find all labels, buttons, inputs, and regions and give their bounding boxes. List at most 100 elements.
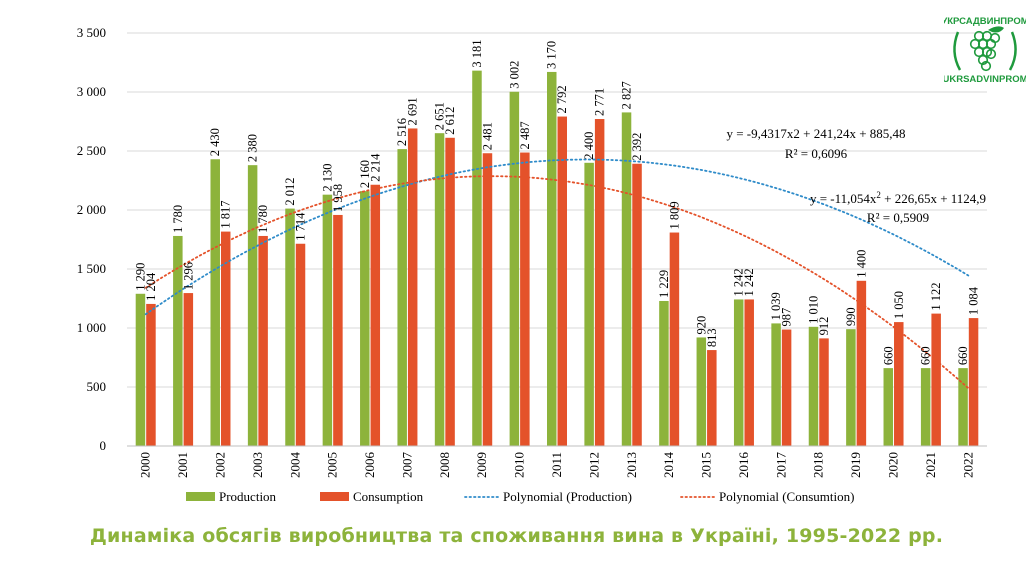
consumption-data-label: 2 792 [555, 85, 569, 113]
production-bar [173, 235, 183, 446]
consumption-bar [632, 163, 642, 446]
consumption-data-label: 1 714 [294, 212, 308, 241]
production-bar [771, 323, 781, 446]
consumption-data-label: 1 809 [667, 201, 681, 229]
production-data-label: 2 380 [246, 134, 260, 162]
production-bar [547, 71, 557, 446]
y-tick-label: 1 000 [77, 320, 106, 335]
legend-consumption-label: Consumption [353, 489, 424, 504]
legend-poly-production-label: Polynomial (Production) [503, 489, 632, 504]
production-data-label: 2 430 [208, 128, 222, 156]
production-bar [883, 368, 894, 446]
logo-bottom-text: UKRSADVINPROM [944, 74, 1026, 85]
x-tick-label: 2001 [175, 452, 190, 478]
production-bar [135, 293, 146, 446]
production-bar [920, 368, 931, 446]
consumption-bar [931, 313, 941, 446]
data-labels: 1 290 1 780 2 430 2 380 2 012 2 130 2 160 2 516… [133, 40, 980, 366]
trendlines [144, 158, 970, 389]
production-bar [247, 165, 258, 446]
laurel-left [953, 31, 962, 71]
consumption-data-label: 1 958 [331, 184, 345, 212]
legend-production-label: Production [219, 489, 277, 504]
production-data-label: 1 780 [171, 205, 185, 233]
bars [135, 70, 979, 447]
production-bar [322, 194, 333, 446]
x-tick-label: 2013 [624, 452, 639, 478]
x-tick-label: 2006 [362, 452, 377, 479]
production-data-label: 2 160 [358, 160, 372, 188]
x-tick-label: 2014 [661, 452, 676, 479]
x-axis: 2000 2001 2002 2003 2004 2005 2006 2007 2008 2009… [127, 445, 987, 479]
y-axis: 0 500 1 000 1 500 2 000 2 500 3 000 3 500 [77, 25, 106, 453]
consumption-data-label: 2 392 [630, 133, 644, 161]
x-tick-label: 2000 [138, 452, 153, 478]
equation-exponent: 2 [876, 190, 881, 200]
consumption-bar [407, 128, 418, 446]
consumption-data-label: 1 122 [929, 282, 943, 310]
laurel-right [1008, 31, 1017, 71]
production-bar [210, 159, 220, 446]
production-bar [584, 162, 594, 447]
x-tick-label: 2022 [960, 452, 975, 478]
y-tick-label: 3 500 [77, 25, 106, 40]
production-data-label: 1 229 [657, 270, 671, 298]
consumption-bar [520, 152, 530, 446]
consumption-bar [370, 184, 381, 447]
chart-title: Динаміка обсягів виробництва та споживан… [89, 525, 944, 547]
y-tick-label: 0 [100, 438, 107, 453]
production-data-label: 660 [881, 346, 895, 365]
x-tick-label: 2008 [437, 452, 452, 478]
production-data-label: 2 827 [620, 81, 634, 109]
consumption-bar [894, 322, 904, 446]
consumption-data-label: 1 400 [854, 250, 868, 278]
grape-berry [985, 48, 997, 60]
grid-lines [127, 32, 987, 388]
production-data-label: 3 002 [507, 61, 521, 89]
consumption-bar [669, 232, 680, 446]
x-tick-label: 2015 [699, 452, 714, 478]
x-tick-label: 2018 [811, 452, 826, 478]
production-data-label: 3 170 [545, 41, 559, 69]
consumption-bar [744, 299, 754, 446]
production-trendline [144, 158, 970, 316]
production-data-label: 1 290 [133, 263, 147, 291]
production-bar [696, 337, 707, 446]
x-tick-label: 2004 [287, 452, 302, 479]
consumption-data-label: 2 481 [480, 122, 494, 150]
consumption-data-label: 1 817 [219, 200, 233, 228]
production-data-label: 1 039 [769, 292, 783, 320]
consumption-data-label: 1 780 [256, 205, 270, 233]
consumption-bar [819, 338, 829, 446]
consumption-data-label: 1 296 [181, 262, 195, 290]
production-data-label: 920 [694, 316, 708, 335]
production-data-label: 2 651 [433, 102, 447, 130]
consumption-data-label: 813 [705, 328, 719, 347]
production-bar [397, 149, 407, 446]
consumption-bar [968, 318, 979, 446]
y-tick-label: 500 [87, 379, 107, 394]
consumption-bar [146, 303, 156, 446]
production-data-label: 2 130 [320, 164, 334, 192]
consumption-data-label: 912 [817, 317, 831, 336]
trend-equations: y = -9,4317x2 + 241,24x + 885,48 R² = 0,6… [726, 126, 986, 225]
x-tick-label: 2011 [549, 452, 564, 478]
consumption-data-label: 2 612 [443, 107, 457, 135]
production-bar [472, 70, 482, 446]
production-bar [958, 368, 968, 446]
production-data-label: 1 010 [806, 296, 820, 324]
consumption-bar [183, 293, 194, 446]
grape-icon [953, 26, 1017, 72]
x-tick-label: 2017 [773, 452, 788, 479]
legend-consumption-swatch [320, 492, 349, 501]
consumption-bar [482, 153, 493, 446]
consumption-bar [295, 243, 306, 446]
production-bar [808, 326, 819, 446]
legend-poly-consumption-label: Polynomial (Consumtion) [719, 489, 854, 504]
consumption-data-label: 1 242 [742, 268, 756, 296]
x-tick-label: 2002 [212, 452, 227, 478]
consumption-bar [557, 116, 567, 446]
x-tick-label: 2010 [512, 452, 527, 478]
production-bar [509, 91, 520, 446]
